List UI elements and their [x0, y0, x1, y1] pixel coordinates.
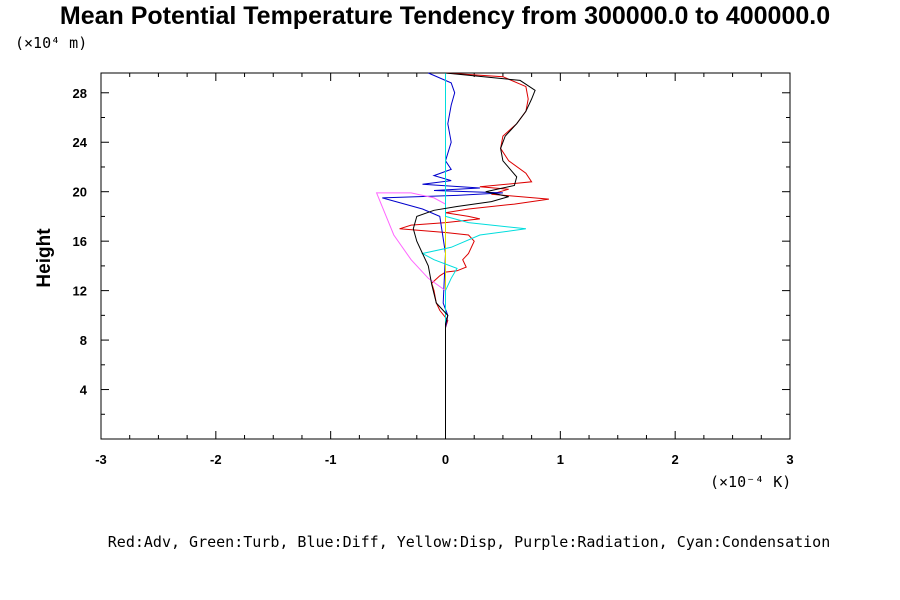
series-line-total: [412, 72, 536, 439]
x-tick-label: 0: [442, 452, 449, 467]
x-tick-label: 1: [557, 452, 564, 467]
x-tick-label: 3: [786, 452, 793, 467]
series-line-diff: [382, 72, 503, 439]
y-tick-label: 28: [73, 86, 87, 101]
x-unit-label: (×10⁻⁴ K): [710, 473, 791, 491]
y-tick-label: 20: [73, 185, 87, 200]
y-tick-label: 4: [80, 383, 88, 398]
series-line-adv: [399, 72, 549, 439]
x-tick-label: -1: [325, 452, 337, 467]
legend-text: Red:Adv, Green:Turb, Blue:Diff, Yellow:D…: [108, 533, 830, 551]
x-tick-label: -3: [95, 452, 107, 467]
y-tick-label: 12: [73, 284, 87, 299]
y-tick-label: 24: [73, 135, 88, 150]
y-tick-label: 8: [80, 333, 87, 348]
series-line-condensation: [421, 73, 526, 439]
x-tick-label: -2: [210, 452, 222, 467]
series-line-radiation: [375, 73, 446, 439]
x-tick-label: 2: [672, 452, 679, 467]
chart-title: Mean Potential Temperature Tendency from…: [60, 2, 830, 30]
y-axis-label: Height: [34, 228, 55, 288]
y-tick-label: 16: [73, 234, 87, 249]
y-unit-label: (×10⁴ m): [15, 34, 87, 52]
